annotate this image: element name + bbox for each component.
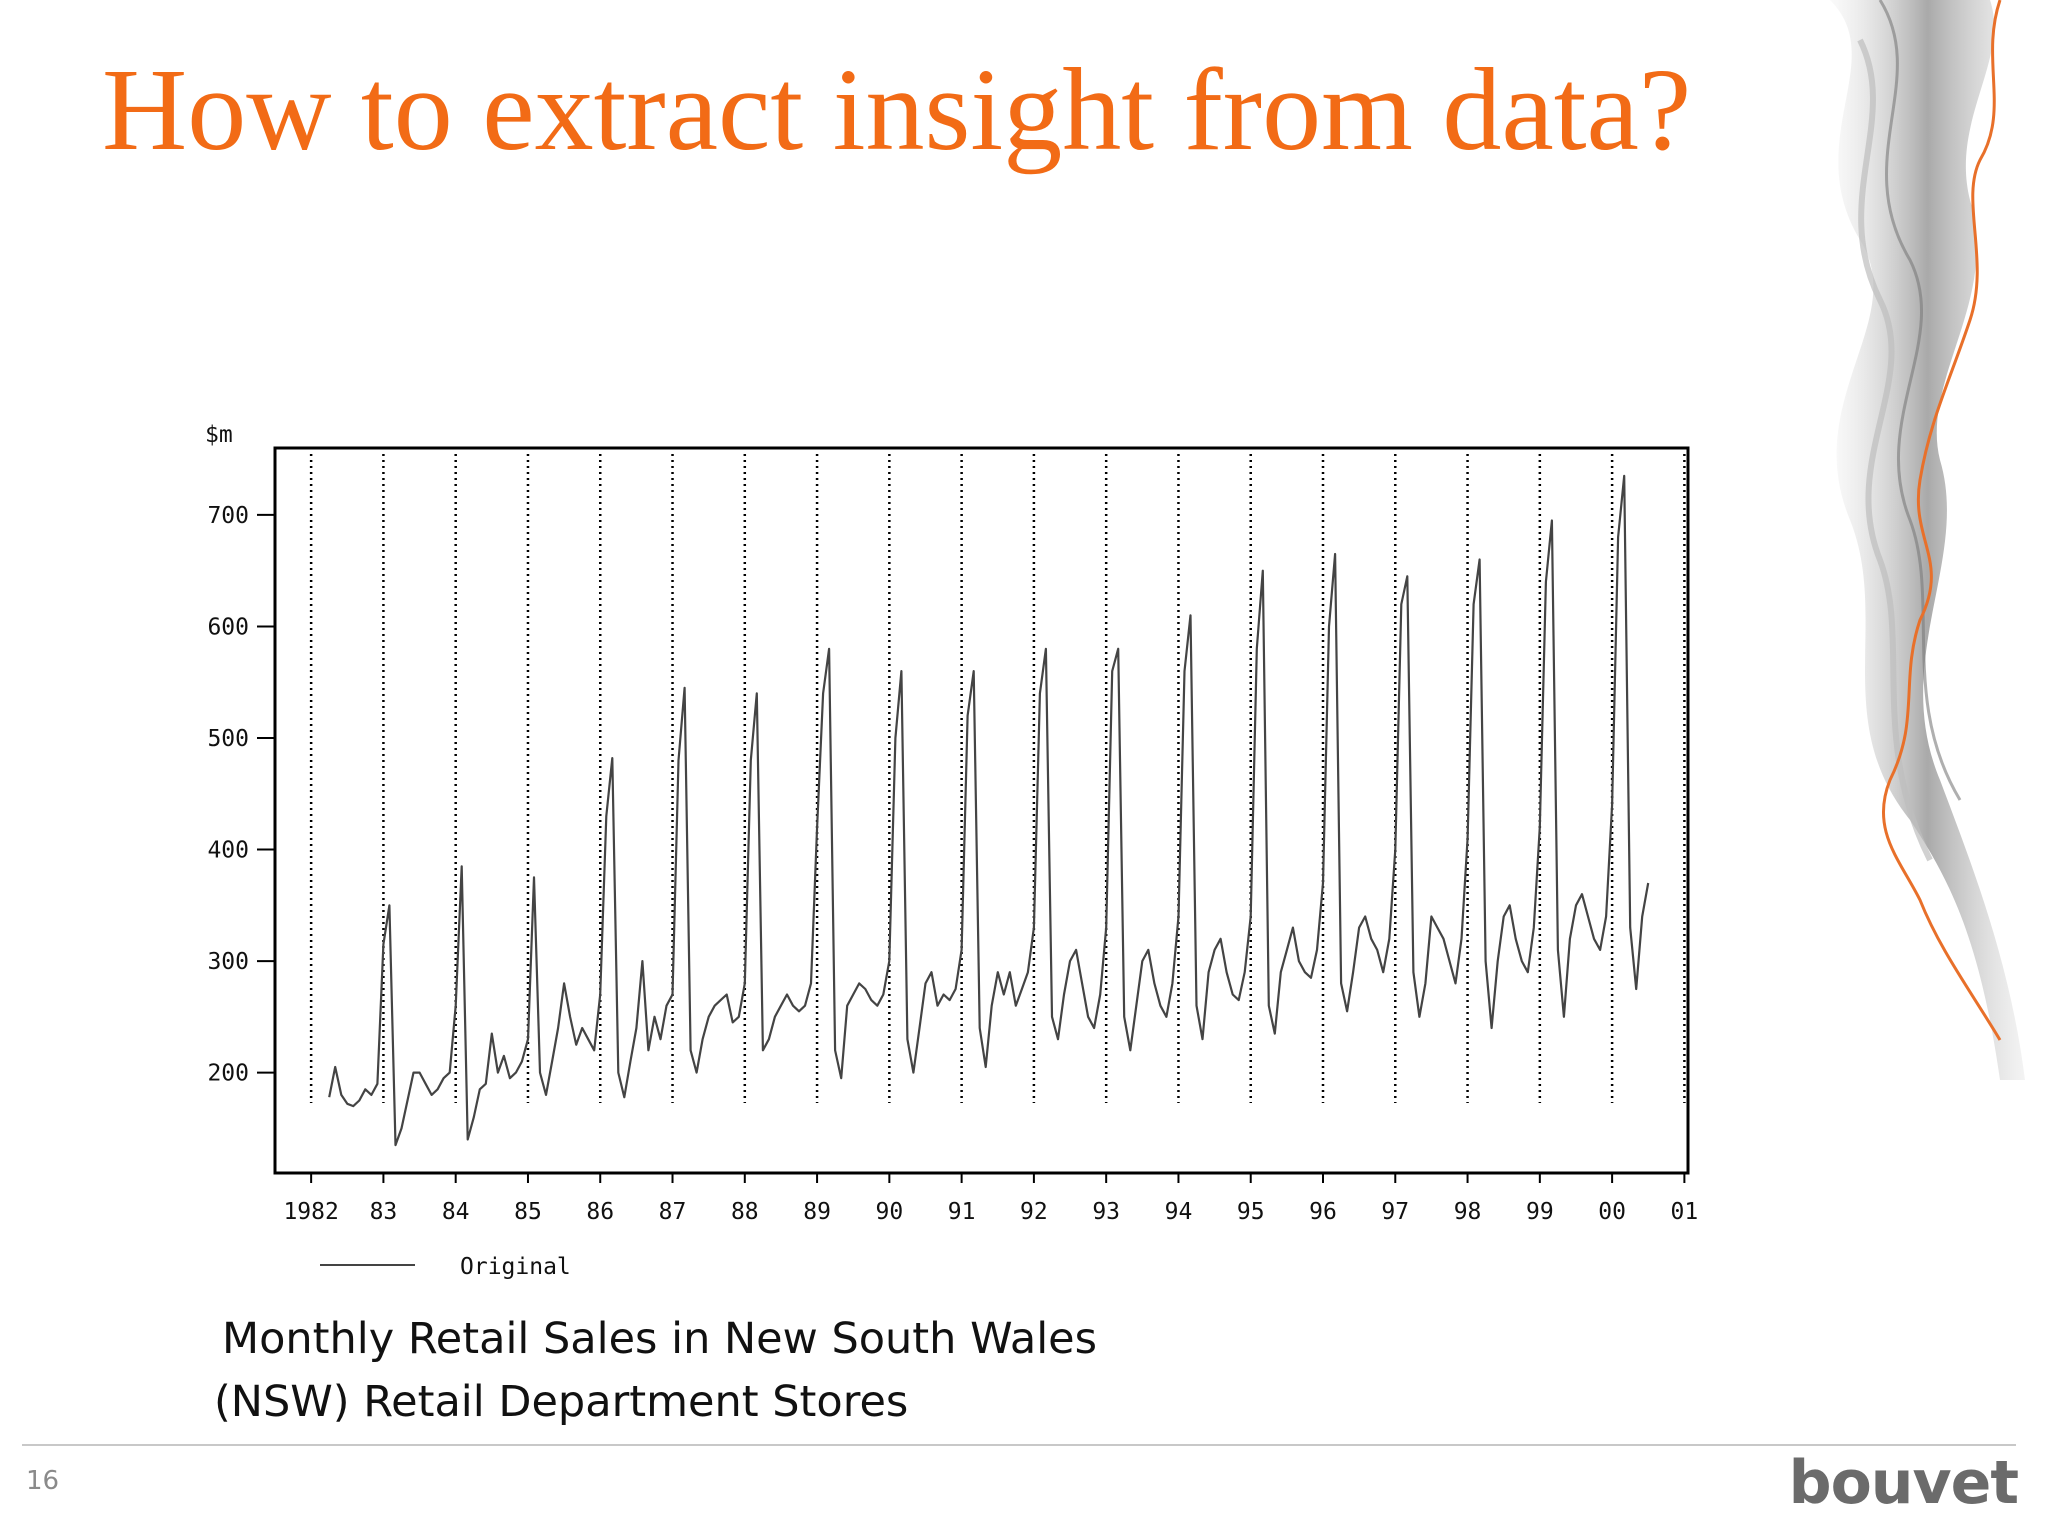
x-tick-label: 95 [1237,1199,1265,1225]
y-tick-label: 400 [207,838,249,864]
x-tick-label: 97 [1381,1199,1409,1225]
x-tick-label: 92 [1020,1199,1048,1225]
caption-line-1: Monthly Retail Sales in New South Wales [222,1314,1098,1364]
x-tick-label: 94 [1165,1199,1193,1225]
y-axis-unit-label: $m [205,422,233,448]
x-tick-label: 93 [1092,1199,1120,1225]
x-tick-label: 84 [442,1199,470,1225]
x-tick-label: 85 [514,1199,542,1225]
x-tick-label: 83 [370,1199,398,1225]
y-tick-label: 300 [207,949,249,975]
plot-frame [273,446,1690,1175]
x-tick-label: 89 [803,1199,831,1225]
x-tick-label: 96 [1309,1199,1337,1225]
chart-caption: Monthly Retail Sales in New South Wales … [214,1308,1098,1434]
brand-logo: bouvet [1788,1448,2019,1518]
x-tick-label: 01 [1671,1199,1699,1225]
retail-sales-chart: $m 200 300 400 500 600 700 1982 83 84 85 86 87 88 89 90… [205,422,1699,1280]
x-tick-label: 91 [948,1199,976,1225]
y-tick-label: 500 [207,726,249,752]
series-line-original [328,474,1650,1147]
y-tick-label: 700 [207,503,249,529]
x-tick-label: 00 [1598,1199,1626,1225]
x-tick-label: 90 [875,1199,903,1225]
decorative-smoke-graphic [1830,0,2025,1080]
page-number: 16 [26,1466,60,1496]
x-tick-label: 87 [659,1199,687,1225]
y-tick-label: 200 [207,1061,249,1087]
legend-label-original: Original [460,1254,571,1280]
x-tick-label: 86 [586,1199,614,1225]
footer-divider [22,1444,2016,1446]
caption-line-2: (NSW) Retail Department Stores [214,1377,909,1427]
accent-stroke [1881,0,2002,1041]
y-tick-label: 600 [207,614,249,640]
x-tick-label: 1982 [283,1199,338,1225]
x-tick-label: 99 [1526,1199,1554,1225]
x-tick-label: 98 [1454,1199,1482,1225]
slide-title: How to extract insight from data? [102,44,1692,175]
x-tick-label: 88 [731,1199,759,1225]
